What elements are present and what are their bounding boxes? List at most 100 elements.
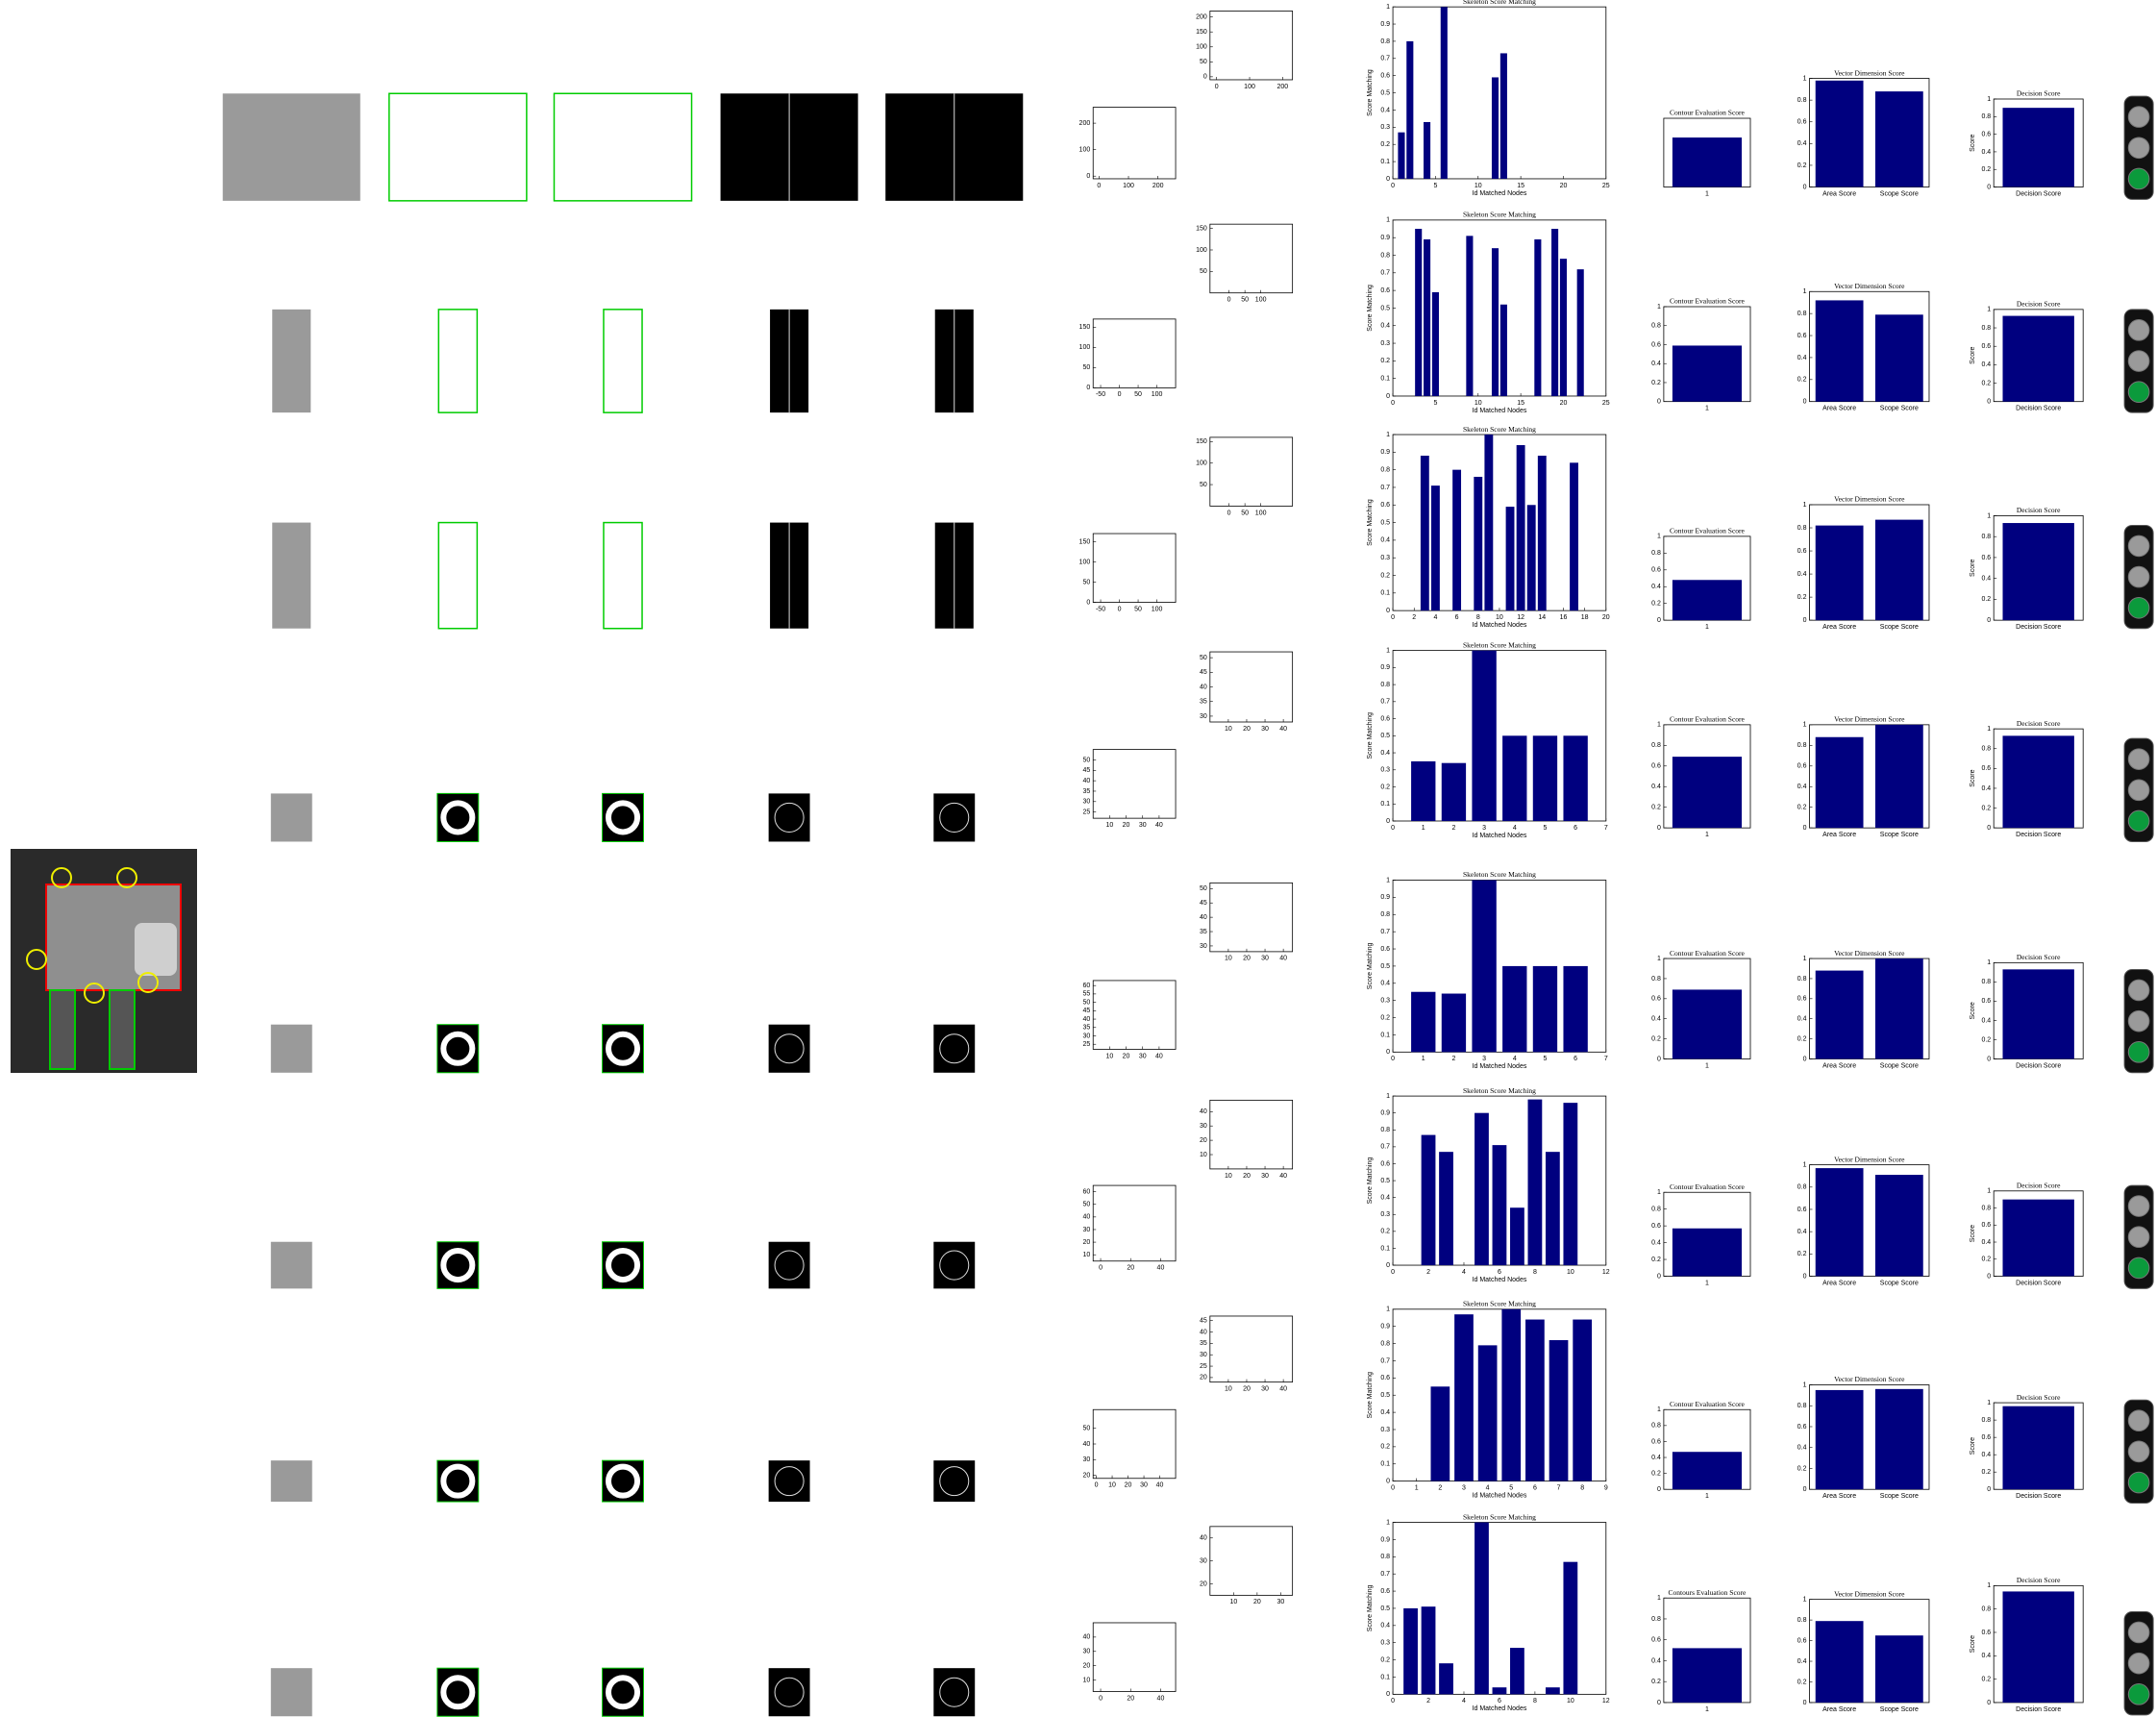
y-tick-label: 0.6 (1797, 333, 1807, 339)
x-tick-label: 100 (1152, 606, 1163, 612)
y-tick-label: 0.8 (1651, 550, 1661, 557)
bar (2002, 108, 2074, 187)
x-tick-label: 1 (1705, 190, 1709, 197)
x-tick-label: 6 (1574, 1056, 1577, 1062)
y-tick-label: 1 (1803, 722, 1807, 729)
plot-frame (1209, 1099, 1294, 1170)
x-tick-label: 25 (1602, 183, 1610, 189)
y-tick-label: 0 (1987, 825, 1991, 832)
x-tick-label: 2 (1451, 825, 1455, 832)
bar (1672, 989, 1742, 1059)
bar (1672, 580, 1742, 621)
bar (2002, 969, 2074, 1059)
bar (1430, 485, 1440, 611)
x-tick-label: 40 (1155, 822, 1163, 829)
y-tick-label: 0.8 (1651, 742, 1661, 749)
y-tick-label: 0.8 (1797, 1403, 1807, 1409)
y-tick-label: 0.1 (1380, 159, 1390, 165)
x-tick-label: 12 (1602, 1698, 1610, 1705)
chart-title: Contour Evaluation Score (1670, 297, 1746, 306)
y-tick-label: 0.4 (1797, 1445, 1807, 1452)
y-axis-label: Score Matching (1367, 712, 1374, 759)
x-tick-label: Scope Score (1880, 1706, 1919, 1713)
light-lamp (2127, 319, 2150, 341)
y-tick-label: 45 (1082, 767, 1090, 774)
y-tick-label: 0.6 (1981, 1630, 1991, 1636)
y-tick-label: 55 (1082, 991, 1090, 998)
x-tick-label: 12 (1602, 1269, 1610, 1276)
x-tick-label: 8 (1533, 1698, 1537, 1705)
x-tick-label: 4 (1486, 1484, 1490, 1491)
y-tick-label: 25 (1082, 1041, 1090, 1048)
y-tick-label: 30 (1082, 799, 1090, 806)
x-tick-label: 5 (1544, 1056, 1548, 1062)
bar (2002, 1199, 2074, 1277)
bar (1431, 291, 1439, 396)
thumbnail (388, 92, 528, 202)
y-tick-label: 0.5 (1380, 1392, 1390, 1399)
y-tick-label: 0.8 (1797, 742, 1807, 749)
y-tick-label: 0.6 (1797, 548, 1807, 555)
bar (1874, 724, 1923, 829)
bar (1406, 40, 1414, 179)
bar (1475, 1522, 1489, 1695)
y-tick-label: 30 (1200, 1557, 1207, 1564)
x-tick-label: Scope Score (1880, 1493, 1919, 1500)
y-tick-label: 0 (1386, 818, 1390, 825)
y-tick-label: 20 (1200, 1375, 1207, 1381)
y-tick-label: 0.2 (1797, 1251, 1807, 1257)
bar (1672, 757, 1742, 829)
plot-frame (1092, 1184, 1177, 1262)
y-tick-label: 0.8 (1651, 1207, 1661, 1213)
y-tick-label: 0.7 (1380, 1571, 1390, 1578)
bar (1672, 345, 1742, 402)
chart-title: Decision Score (2017, 953, 2061, 961)
thumbnail-shape (440, 1463, 476, 1499)
plot-frame (1209, 223, 1294, 294)
x-tick-label: 5 (1433, 183, 1437, 189)
y-tick-label: 0.4 (1797, 784, 1807, 790)
thumbnail-shape (774, 1466, 805, 1497)
chart-title: Decision Score (2017, 1393, 2061, 1402)
plot-frame (1092, 318, 1177, 388)
y-tick-label: 0.3 (1380, 124, 1390, 131)
bar (1874, 314, 1923, 402)
bar (1398, 132, 1405, 179)
y-tick-label: 0.2 (1651, 601, 1661, 608)
light-lamp (2127, 565, 2150, 588)
x-tick-label: 20 (1560, 400, 1568, 407)
chart-title: Skeleton Score Matching (1463, 425, 1536, 434)
x-tick-label: 6 (1498, 1698, 1501, 1705)
y-tick-label: 150 (1196, 29, 1207, 36)
chart-title: Vector Dimension Score (1834, 715, 1905, 724)
y-tick-label: 1 (1657, 722, 1661, 729)
y-tick-label: 20 (1082, 1239, 1090, 1246)
y-tick-label: 0.4 (1797, 571, 1807, 578)
bar (1815, 1621, 1864, 1703)
y-axis-label: Score Matching (1367, 1157, 1374, 1205)
y-tick-label: 60 (1082, 1188, 1090, 1195)
x-tick-label: 4 (1513, 825, 1517, 832)
thumbnail-shape (939, 1466, 970, 1497)
thumbnail (603, 521, 643, 630)
y-tick-label: 40 (1200, 1329, 1207, 1335)
bar (1505, 507, 1515, 611)
thumbnail (933, 1668, 976, 1717)
x-axis-label: Id Matched Nodes (1473, 1277, 1527, 1283)
y-axis-label: Score (1970, 1437, 1976, 1455)
y-tick-label: 0.2 (1651, 1257, 1661, 1263)
y-tick-label: 1 (1386, 4, 1390, 11)
y-tick-label: 0.4 (1651, 1657, 1661, 1664)
bar (1815, 736, 1864, 829)
plot-frame (1209, 436, 1294, 507)
y-tick-label: 0.2 (1981, 1257, 1991, 1263)
x-tick-label: Area Score (1822, 1493, 1856, 1500)
x-tick-label: 10 (1496, 614, 1503, 621)
y-tick-label: 0.8 (1380, 1127, 1390, 1133)
x-tick-label: 20 (1243, 1385, 1251, 1392)
y-tick-label: 0.2 (1981, 1469, 1991, 1476)
y-tick-label: 0 (1386, 608, 1390, 614)
light-lamp (2127, 1009, 2150, 1033)
y-tick-label: 0.7 (1380, 56, 1390, 62)
y-tick-label: 0.8 (1981, 1417, 1991, 1424)
